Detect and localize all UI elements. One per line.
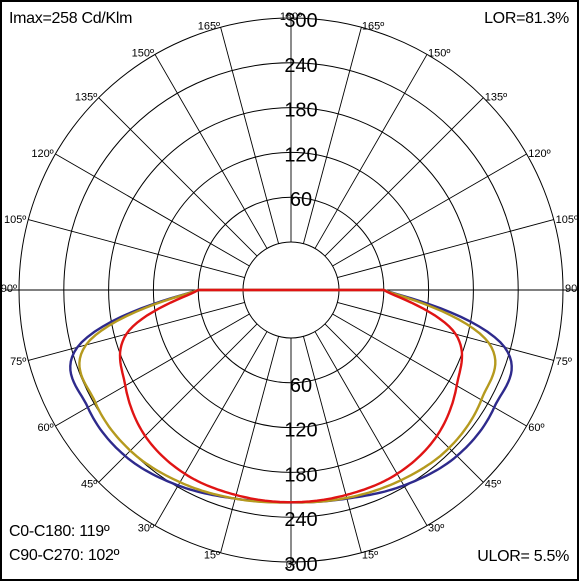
angle-tick-label: 165º [362,20,384,32]
radial-tick-label-upper: 240 [284,55,317,77]
angle-tick-label: 0º [286,559,296,571]
grid-spoke [98,97,258,257]
grid-spoke [154,54,268,249]
grid-spoke [337,219,554,279]
angle-tick-label: 90º [2,283,17,295]
radial-tick-label-lower: 240 [284,509,317,531]
imax-label: Imax=258 Cd/Klm [9,10,133,27]
ulor-label: ULOR= 5.5% [477,548,569,565]
grid-spoke [324,97,484,257]
radial-tick-label-upper: 180 [284,100,317,122]
grid-spoke [220,336,280,553]
angle-tick-label: 15º [362,550,378,562]
grid-spoke [220,27,280,244]
angle-tick-label: 105º [4,214,26,226]
angle-tick-label: 120º [528,148,550,160]
grid-spoke [314,54,428,249]
angle-tick-label: 30º [428,522,444,534]
radial-tick-label-lower: 180 [284,464,317,486]
angle-tick-label: 45º [81,479,97,491]
angle-tick-label: 75º [556,356,572,368]
angle-tick-label: 105º [556,214,578,226]
radial-tick-label-upper: 300 [284,10,317,32]
grid-spoke [324,323,484,483]
angle-tick-label: 15º [204,550,220,562]
c0-c180-label: C0-C180: 119º [9,523,110,540]
angle-tick-label: 120º [31,148,53,160]
grid-spoke [337,301,554,361]
angle-tick-label: 180º [280,11,302,23]
radial-tick-label-upper: 60 [290,189,312,211]
radial-tick-label-upper: 120 [284,144,317,166]
grid-spoke [302,336,362,553]
angle-tick-label: 75º [10,356,26,368]
c90-c270-label: C90-C270: 102º [9,547,120,564]
grid-spoke [55,153,250,267]
grid-spoke [314,331,428,526]
angle-tick-label: 60º [528,422,544,434]
angle-tick-label: 150º [428,48,450,60]
grid-spoke [154,331,268,526]
angle-tick-label: 60º [37,422,53,434]
angle-tick-label: 30º [138,522,154,534]
angle-tick-label: 135º [75,91,97,103]
grid-spoke [28,219,245,279]
radial-tick-label-lower: 60 [290,375,312,397]
angle-tick-label: 90º [565,283,579,295]
angle-tick-label: 165º [198,20,220,32]
angle-tick-label: 45º [485,479,501,491]
radial-tick-label-lower: 120 [284,420,317,442]
grid-spoke [302,27,362,244]
angle-tick-label: 135º [485,91,507,103]
grid-spoke [28,301,245,361]
lor-label: LOR=81.3% [484,10,569,27]
series-curves [69,288,513,504]
series-curve-3 [118,288,464,504]
grid-spoke [332,153,527,267]
grid-spoke [98,323,258,483]
radial-tick-label-lower: 300 [284,554,317,576]
axis-labels: 60120180240300601201802403000º15º30º45º6… [2,10,579,576]
angle-tick-label: 150º [132,48,154,60]
